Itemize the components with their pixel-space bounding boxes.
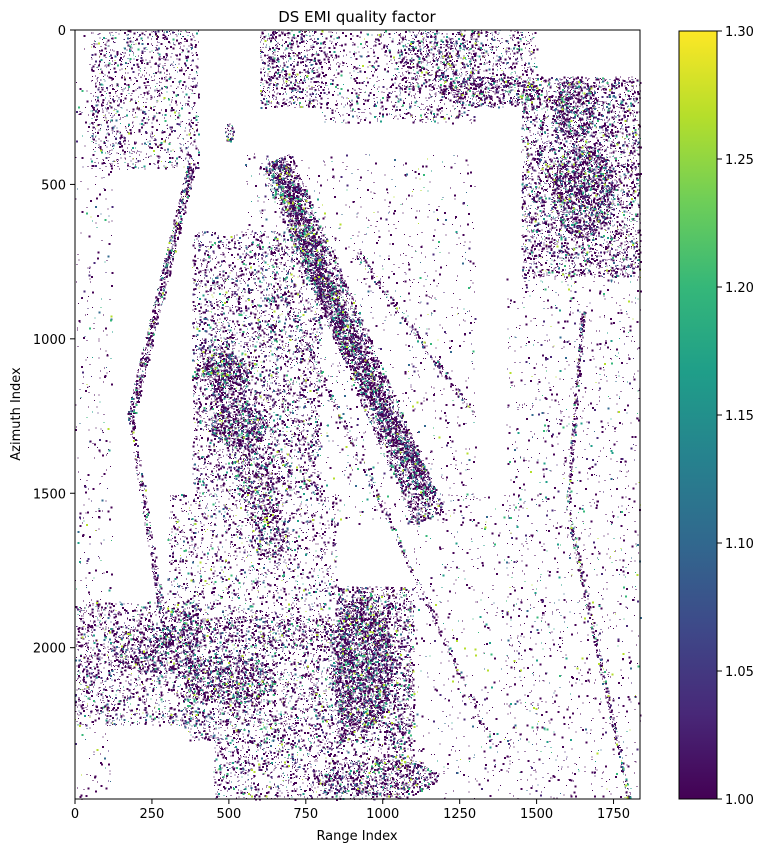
y-tick-label: 0	[58, 24, 66, 39]
x-axis-label: Range Index	[316, 829, 397, 844]
y-axis-label: Azimuth Index	[9, 367, 24, 461]
colorbar-tick-label: 1.00	[725, 793, 754, 808]
colorbar-tick-label: 1.10	[725, 537, 754, 552]
chart-title: DS EMI quality factor	[278, 8, 436, 26]
x-tick-label: 1750	[597, 807, 630, 822]
heatmap-pixels	[75, 30, 642, 801]
y-axis: 0 500 1000 1500 2000	[33, 24, 75, 657]
colorbar: 1.00 1.05 1.10 1.15 1.20 1.25 1.30	[678, 25, 754, 808]
colorbar-tick-label: 1.05	[725, 665, 754, 680]
plot-frame	[74, 29, 641, 800]
y-tick-label: 2000	[33, 642, 66, 657]
x-tick-label: 1000	[366, 807, 399, 822]
plot-area	[74, 29, 642, 801]
y-tick-label: 500	[41, 178, 66, 193]
heatmap-pixel-group	[75, 30, 642, 801]
x-tick-label: 250	[140, 807, 165, 822]
x-tick-label: 1500	[520, 807, 553, 822]
colorbar-tick-label: 1.30	[725, 25, 754, 40]
x-tick-label: 500	[216, 807, 241, 822]
colorbar-ticks: 1.00 1.05 1.10 1.15 1.20 1.25 1.30	[717, 25, 754, 808]
colorbar-tick-label: 1.20	[725, 281, 754, 296]
y-tick-label: 1000	[33, 333, 66, 348]
x-tick-label: 1250	[443, 807, 476, 822]
y-tick-label: 1500	[33, 487, 66, 502]
colorbar-tick-label: 1.15	[725, 409, 754, 424]
colorbar-tick-label: 1.25	[725, 153, 754, 168]
colorbar-gradient	[679, 31, 717, 799]
x-tick-label: 750	[293, 807, 318, 822]
x-tick-label: 0	[71, 807, 79, 822]
x-axis: 0 250 500 750 1000 1250 1500 1750	[71, 799, 630, 822]
